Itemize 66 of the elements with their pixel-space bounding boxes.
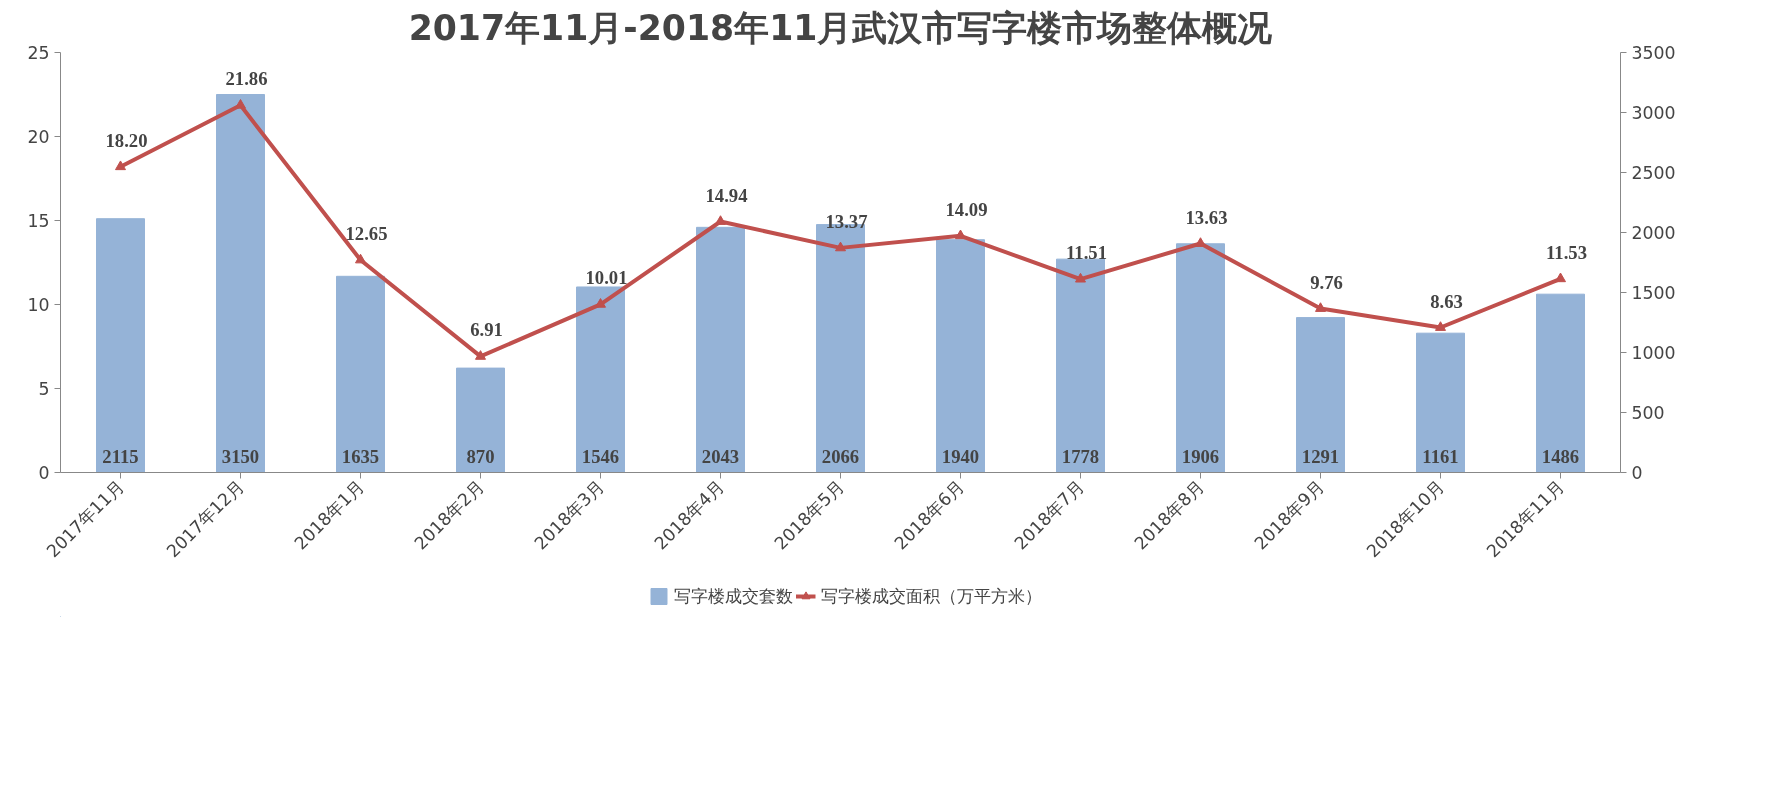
y2-tick-label: 1000	[1631, 343, 1676, 363]
bar	[1536, 293, 1585, 473]
bar	[336, 275, 385, 473]
y-tick-label: 15	[27, 211, 50, 231]
y2-tick-label: 3000	[1631, 103, 1676, 123]
data-label: 1635	[341, 445, 380, 467]
bar	[1176, 243, 1225, 473]
data-label: 1291	[1301, 445, 1340, 467]
data-label: 11.53	[1546, 241, 1587, 263]
bar	[576, 286, 625, 473]
data-label: 1546	[581, 445, 620, 467]
bar	[96, 218, 145, 473]
point	[1075, 272, 1086, 283]
point	[1315, 302, 1326, 312]
data-label: 1906	[1181, 445, 1220, 467]
bar	[456, 367, 505, 473]
data-label: 870	[466, 445, 495, 467]
data-label: 11.51	[1066, 242, 1107, 264]
bar	[1056, 258, 1105, 473]
point	[1435, 321, 1446, 331]
point	[1195, 237, 1206, 247]
bar	[936, 239, 985, 473]
y2-tick-label: 2000	[1631, 223, 1676, 243]
point	[715, 215, 726, 225]
data-label: 2066	[821, 445, 860, 467]
data-label: 21.86	[225, 68, 268, 90]
y2-tick-label: 500	[1631, 403, 1665, 423]
data-label: 8.63	[1430, 290, 1463, 312]
data-label: 14.09	[945, 198, 988, 220]
y2-tick-label: 1500	[1631, 283, 1676, 303]
y2-tick-label: 2500	[1631, 163, 1676, 183]
y-tick-label: 5	[38, 379, 50, 399]
data-label: 1161	[1422, 445, 1459, 467]
bar	[696, 226, 745, 473]
y-tick-label: 0	[38, 463, 50, 483]
point	[955, 229, 966, 240]
y-tick-label: 20	[27, 127, 50, 147]
chart-title: 2017年11月-2018年11月武汉市写字楼市场整体概况	[408, 7, 1273, 48]
y-tick-label: 10	[27, 295, 50, 315]
data-label: 10.01	[585, 267, 628, 289]
legend-label: 写字楼成交套数	[673, 585, 793, 608]
data-label: 6.91	[470, 319, 503, 341]
data-label: 2043	[701, 445, 740, 467]
data-label: 12.65	[345, 222, 388, 244]
bar	[1296, 317, 1345, 473]
data-label: 2115	[102, 445, 139, 467]
bar	[1416, 332, 1465, 473]
data-label: 1778	[1061, 445, 1100, 467]
y2-tick-label: 0	[1631, 463, 1643, 483]
data-label: 9.76	[1310, 271, 1343, 293]
y-tick-label: 25	[27, 43, 50, 63]
point	[1555, 272, 1566, 283]
point	[475, 350, 486, 360]
bar	[216, 94, 265, 473]
data-label: 13.63	[1185, 206, 1228, 228]
point	[355, 253, 366, 264]
data-label: 3150	[221, 445, 260, 467]
y2-tick-label: 3500	[1631, 43, 1676, 63]
point	[115, 160, 126, 171]
point	[235, 98, 246, 109]
data-label: 14.94	[705, 184, 748, 206]
point	[835, 241, 846, 252]
data-label: 18.20	[105, 129, 148, 151]
data-label: 1486	[1541, 445, 1580, 467]
legend-label: 写字楼成交面积（万平方米）	[820, 585, 1042, 608]
data-label: 1940	[941, 445, 980, 467]
